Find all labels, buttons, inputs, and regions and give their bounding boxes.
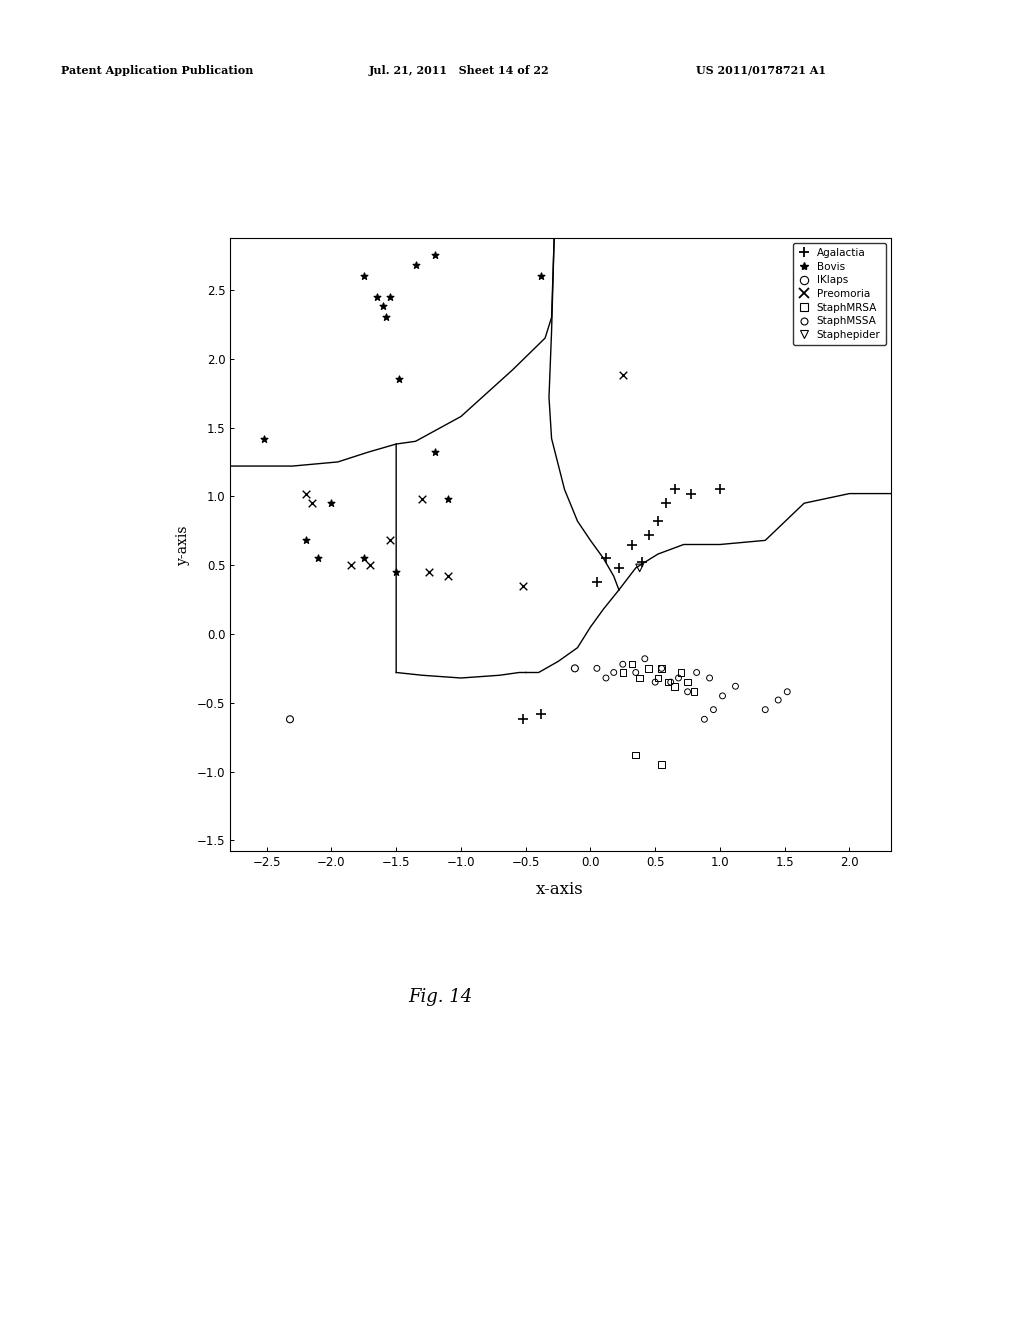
Point: [683, 483, 699, 504]
Point: [770, 689, 786, 710]
Point: [421, 561, 437, 582]
Point: [343, 554, 359, 576]
Point: [534, 265, 550, 286]
Point: [614, 661, 631, 682]
Point: [671, 668, 687, 689]
Point: [634, 552, 650, 573]
Point: [566, 657, 583, 678]
Point: [653, 657, 670, 678]
Point: [589, 657, 605, 678]
Point: [667, 676, 683, 697]
Point: [304, 492, 321, 513]
Point: [647, 672, 664, 693]
Point: [589, 572, 605, 593]
Point: [653, 657, 670, 678]
Point: [727, 676, 743, 697]
Point: [624, 533, 640, 554]
Point: [712, 479, 728, 500]
Point: [632, 668, 648, 689]
Text: US 2011/0178721 A1: US 2011/0178721 A1: [696, 65, 826, 75]
Point: [610, 557, 627, 578]
Point: [657, 492, 674, 513]
Point: [390, 368, 407, 389]
Point: [427, 442, 443, 463]
Point: [715, 685, 731, 706]
Point: [324, 492, 340, 513]
Point: [408, 255, 424, 276]
Point: [355, 265, 372, 286]
Point: [362, 554, 379, 576]
Point: [515, 576, 531, 597]
Y-axis label: y-axis: y-axis: [176, 524, 190, 565]
Point: [297, 483, 313, 504]
Text: Fig. 14: Fig. 14: [409, 987, 472, 1006]
Point: [515, 709, 531, 730]
Point: [679, 681, 695, 702]
Point: [310, 548, 327, 569]
Text: Jul. 21, 2011   Sheet 14 of 22: Jul. 21, 2011 Sheet 14 of 22: [369, 65, 549, 75]
Point: [355, 548, 372, 569]
Point: [637, 648, 653, 669]
Point: [427, 246, 443, 267]
Point: [641, 657, 657, 678]
Point: [614, 364, 631, 385]
Point: [688, 661, 705, 682]
Point: [679, 672, 695, 693]
Point: [628, 744, 644, 766]
Point: [757, 700, 773, 721]
Point: [378, 306, 394, 327]
Point: [649, 511, 666, 532]
Point: [297, 529, 313, 550]
Point: [439, 565, 456, 586]
Point: [779, 681, 796, 702]
Point: [653, 754, 670, 775]
Point: [673, 661, 689, 682]
Legend: Agalactia, Bovis, IKlaps, Preomoria, StaphMRSA, StaphMSSA, Staphepider: Agalactia, Bovis, IKlaps, Preomoria, Sta…: [793, 243, 886, 345]
Point: [382, 286, 398, 308]
Text: x-axis: x-axis: [537, 882, 584, 898]
Point: [659, 672, 676, 693]
Point: [598, 668, 614, 689]
Point: [632, 557, 648, 578]
Point: [614, 653, 631, 675]
Point: [686, 681, 702, 702]
Point: [439, 488, 456, 510]
Point: [663, 672, 679, 693]
Point: [667, 479, 683, 500]
Point: [628, 661, 644, 682]
Point: [641, 524, 657, 545]
Point: [282, 709, 298, 730]
Point: [256, 428, 272, 449]
Point: [649, 668, 666, 689]
Text: Patent Application Publication: Patent Application Publication: [61, 65, 254, 75]
Point: [696, 709, 713, 730]
Point: [624, 653, 640, 675]
Point: [706, 700, 722, 721]
Point: [598, 548, 614, 569]
Point: [605, 661, 622, 682]
Point: [388, 561, 404, 582]
Point: [382, 529, 398, 550]
Point: [701, 668, 718, 689]
Point: [534, 704, 550, 725]
Point: [375, 296, 391, 317]
Point: [369, 286, 385, 308]
Point: [414, 488, 430, 510]
